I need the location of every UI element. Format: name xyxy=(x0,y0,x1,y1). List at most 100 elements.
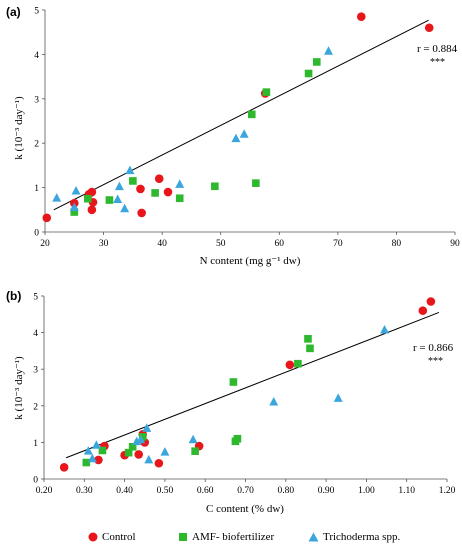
point-control xyxy=(134,450,144,459)
y-tick-label: 5 xyxy=(34,7,39,17)
trend-line xyxy=(53,19,429,211)
x-tick-label: 0.60 xyxy=(197,486,214,496)
x-tick-label: 1.20 xyxy=(439,486,456,496)
legend-item-control: Control xyxy=(88,527,136,547)
y-tick-label: 0 xyxy=(34,229,39,239)
x-tick-label: 20 xyxy=(40,239,50,249)
point-amf xyxy=(262,88,271,96)
x-tick-label: 1.10 xyxy=(398,486,415,496)
y-tick-label: 4 xyxy=(34,51,39,61)
point-trichoderma xyxy=(333,393,343,402)
point-trichoderma xyxy=(160,447,170,456)
point-amf xyxy=(191,447,199,455)
legend-label-trichoderma: Trichoderma spp. xyxy=(323,531,401,543)
point-trichoderma xyxy=(71,186,81,195)
point-control xyxy=(356,12,366,21)
y-tick-label: 3 xyxy=(34,95,39,105)
point-trichoderma xyxy=(142,423,152,432)
point-control xyxy=(285,360,295,370)
x-tick-label: 30 xyxy=(99,239,109,249)
point-amf xyxy=(128,442,137,451)
point-amf xyxy=(252,179,260,187)
panel-b-label: (b) xyxy=(6,289,21,303)
point-trichoderma xyxy=(188,434,198,444)
x-tick-label: 0.80 xyxy=(277,486,294,496)
point-trichoderma xyxy=(83,446,93,455)
x-tick-label: 0.40 xyxy=(116,486,133,496)
point-control xyxy=(87,205,97,215)
y-tick-label: 1 xyxy=(33,439,38,449)
x-tick-label: 0.30 xyxy=(76,486,93,496)
x-tick-label: 1.00 xyxy=(358,486,375,496)
panel-a: (a) k (10⁻³ day⁻¹) N content (mg g⁻¹ dw)… xyxy=(6,5,460,267)
y-tick-label: 2 xyxy=(34,140,39,150)
x-tick-label: 0.70 xyxy=(237,486,254,496)
x-tick-label: 60 xyxy=(275,239,285,249)
x-tick-label: 90 xyxy=(450,239,460,249)
point-trichoderma xyxy=(239,129,249,138)
point-trichoderma xyxy=(136,434,146,444)
legend-label-amf: AMF- biofertilizer xyxy=(192,531,275,543)
x-tick-label: 0.20 xyxy=(36,486,53,496)
x-tick-label: 80 xyxy=(392,239,402,249)
point-amf xyxy=(211,182,219,191)
point-trichoderma xyxy=(323,46,333,55)
legend-marker-square xyxy=(179,533,187,541)
point-amf xyxy=(83,194,92,203)
point-amf xyxy=(229,378,238,386)
point-amf xyxy=(138,433,147,441)
point-control xyxy=(136,184,145,194)
panel-b-annotation: r = 0.866 xyxy=(413,342,454,354)
y-tick-label: 5 xyxy=(33,293,38,303)
panel-a-significance: *** xyxy=(430,57,445,68)
point-amf xyxy=(105,196,114,204)
panel-a-xlabel: N content (mg g⁻¹ dw) xyxy=(200,255,301,267)
legend-marker-triangle xyxy=(308,532,319,542)
point-trichoderma xyxy=(69,202,79,211)
panel-b: (b) k (10⁻³ day⁻¹) C content (% dw) r = … xyxy=(6,289,456,515)
point-amf xyxy=(304,69,313,78)
panel-b-ylabel: k (10⁻³ day⁻¹) xyxy=(13,356,25,420)
y-tick-label: 2 xyxy=(33,402,38,412)
point-trichoderma xyxy=(91,440,101,449)
trend-line xyxy=(65,312,440,459)
point-trichoderma xyxy=(125,165,135,175)
point-control xyxy=(87,187,97,197)
point-control xyxy=(426,297,436,306)
panel-a-ylabel: k (10⁻³ day⁻¹) xyxy=(13,96,25,160)
point-trichoderma xyxy=(269,397,279,406)
point-control xyxy=(154,174,164,184)
point-trichoderma xyxy=(52,193,62,202)
y-tick-label: 4 xyxy=(33,329,38,339)
point-amf xyxy=(294,359,302,368)
panel-b-xlabel: C content (% dw) xyxy=(206,503,284,515)
y-tick-label: 0 xyxy=(33,476,38,486)
point-control xyxy=(59,462,69,472)
x-tick-label: 0.50 xyxy=(157,486,174,496)
point-control xyxy=(154,458,164,468)
point-trichoderma xyxy=(144,454,154,464)
legend: Control AMF- biofertilizer Trichoderma s… xyxy=(0,527,462,547)
point-amf xyxy=(233,434,242,443)
legend-marker-circle xyxy=(88,532,98,542)
point-amf xyxy=(151,189,159,197)
point-amf xyxy=(175,194,184,203)
y-tick-label: 1 xyxy=(34,184,39,194)
legend-item-trichoderma: Trichoderma spp. xyxy=(308,527,400,547)
point-control xyxy=(163,187,173,197)
x-tick-label: 0.90 xyxy=(318,486,335,496)
point-amf xyxy=(304,335,312,343)
point-trichoderma xyxy=(113,194,123,203)
point-control xyxy=(42,213,52,223)
point-amf xyxy=(247,110,256,119)
legend-label-control: Control xyxy=(102,531,136,543)
point-control xyxy=(418,306,428,315)
x-tick-label: 70 xyxy=(333,239,343,249)
point-trichoderma xyxy=(231,133,241,143)
point-amf xyxy=(129,177,137,185)
point-control xyxy=(137,208,146,218)
point-amf xyxy=(312,58,321,66)
point-amf xyxy=(98,446,107,455)
panel-a-label: (a) xyxy=(6,5,21,19)
panel-b-significance: *** xyxy=(428,356,443,367)
